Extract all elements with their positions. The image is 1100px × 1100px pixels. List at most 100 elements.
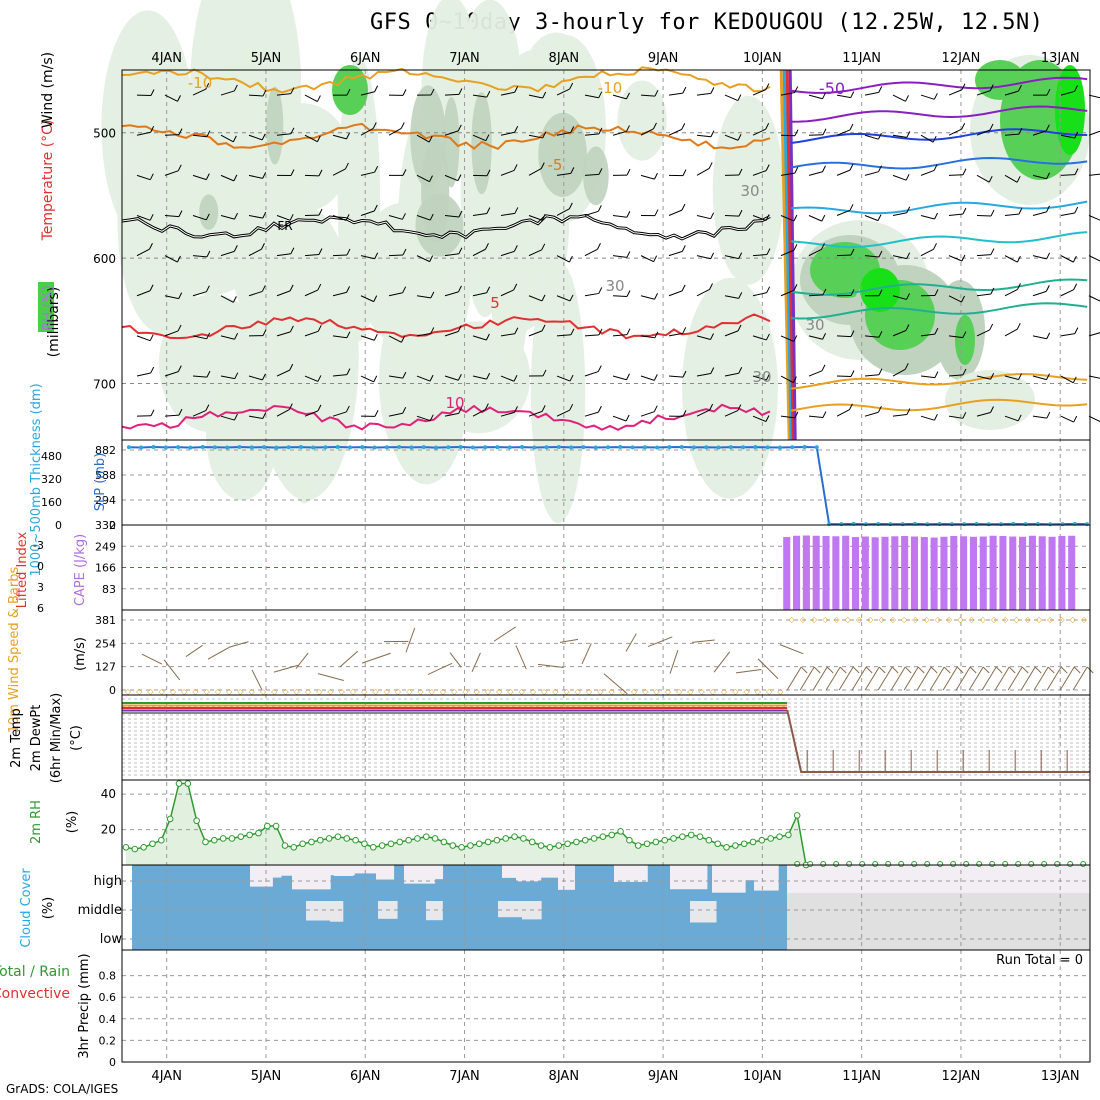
wind-barb-flag	[906, 206, 911, 213]
wind-barb	[528, 295, 543, 302]
cape-bar	[910, 536, 919, 610]
time-label-top: 8JAN	[549, 51, 580, 66]
time-label-top: 13JAN	[1041, 51, 1080, 66]
wind-barb	[584, 292, 599, 297]
wind-speed-marker: ◇	[564, 687, 571, 696]
wind-barb-flag	[514, 327, 519, 334]
wind-barb-10m-flag	[1034, 666, 1042, 674]
wind-barb	[444, 214, 459, 218]
wind-barb	[948, 335, 963, 339]
wind-barb	[164, 371, 179, 377]
chart-grid	[122, 70, 1090, 1062]
wind-barb	[164, 214, 179, 218]
wind-barb-flag	[514, 86, 519, 93]
wind-barb	[500, 131, 515, 136]
wind-speed-marker: ◇	[372, 687, 379, 696]
rh-shade-light	[488, 84, 532, 383]
wind-speed-marker: ◇	[665, 687, 672, 696]
lifted-index-ylabel: Lifted Index	[15, 531, 30, 608]
wind-barb	[248, 134, 263, 141]
rh-point	[202, 838, 209, 846]
wind-barb	[696, 255, 711, 260]
wind-barb-flag	[429, 213, 434, 221]
rh-point	[820, 861, 827, 867]
rh-point	[794, 861, 801, 867]
wind-barb-flag	[1016, 255, 1021, 263]
slp-point	[630, 445, 635, 450]
wind-barb-flag	[149, 214, 154, 221]
wind-barb	[136, 131, 151, 136]
slp-point	[986, 522, 991, 527]
slp-point	[225, 445, 230, 450]
slp-point	[581, 445, 586, 450]
wind-speed-marker: ◇	[530, 687, 537, 696]
wind-barb	[864, 374, 879, 377]
rh-point	[937, 861, 944, 867]
rh-point	[290, 843, 298, 851]
wind-barb	[1032, 335, 1047, 340]
wind-barb-flag	[626, 290, 631, 297]
lifted-index-tick: -3	[33, 539, 44, 552]
cloud-gap	[334, 865, 354, 877]
wind-barb-flag	[150, 89, 155, 96]
wind-barb	[416, 174, 430, 183]
wind-speed-marker: ◇	[429, 687, 436, 696]
wind-barb-flag	[1046, 373, 1050, 380]
wind-barb	[612, 375, 627, 381]
rh-point	[272, 822, 280, 830]
slp-point	[384, 445, 389, 450]
wind-barb-flag	[402, 89, 407, 96]
wind-barb-flag	[149, 173, 154, 180]
wind-barb	[416, 415, 431, 422]
rh-point	[158, 836, 165, 844]
cape-bar	[969, 536, 977, 610]
rh-point	[334, 833, 342, 840]
wind-tick: 381	[95, 614, 116, 627]
wind-barb-10m	[757, 658, 779, 679]
rh-point	[590, 835, 598, 842]
wind-barb-flag	[429, 374, 434, 382]
wind-barb	[1032, 211, 1047, 216]
wind-barb	[192, 134, 207, 138]
wind-barb-flag	[989, 323, 994, 331]
cloud-gap	[264, 865, 282, 878]
wind-barb	[276, 215, 291, 221]
wind-barb-flag	[990, 287, 995, 295]
cape-bar	[842, 535, 850, 610]
rh-point	[564, 840, 571, 848]
slp-point	[618, 445, 623, 450]
rh2m-unit: (%)	[65, 811, 80, 834]
wind-barb	[388, 412, 403, 417]
wind-barb	[780, 415, 795, 419]
wind-barb-flag	[513, 164, 518, 171]
wind-barb	[724, 295, 739, 299]
wind-barb	[388, 254, 404, 257]
wind-barb	[808, 370, 823, 377]
wind-barb	[444, 93, 460, 96]
wind-barb-flag	[849, 204, 854, 211]
wind-speed-marker: ◇	[474, 687, 481, 696]
wind-barb-flag	[234, 372, 239, 379]
wind-barb-flag	[569, 403, 574, 411]
slp-point	[151, 444, 156, 449]
wind-barb	[836, 94, 851, 99]
rh-point	[343, 835, 351, 842]
wind-speed-marker: ◇	[305, 687, 312, 696]
wind-barb-flag	[513, 283, 518, 291]
wind-barb-flag	[234, 332, 239, 340]
wind-barb-flag	[1046, 88, 1051, 96]
rh-point	[989, 861, 996, 867]
slp-point	[139, 445, 144, 450]
lifted-index-tick: 6	[37, 602, 44, 615]
wind-barb	[1088, 94, 1100, 99]
wind-barb	[500, 169, 515, 176]
wind-speed-marker: ◇	[687, 687, 694, 696]
wind-barb	[584, 371, 599, 377]
wind-speed-marker: ◇	[327, 687, 334, 696]
cape-bar	[979, 536, 987, 610]
wind-speed-marker: ◇	[1047, 615, 1054, 624]
wind-barb	[276, 253, 291, 257]
cloud-gap	[558, 865, 575, 890]
cloud-gap	[376, 865, 395, 880]
wind-barb	[1060, 375, 1074, 384]
